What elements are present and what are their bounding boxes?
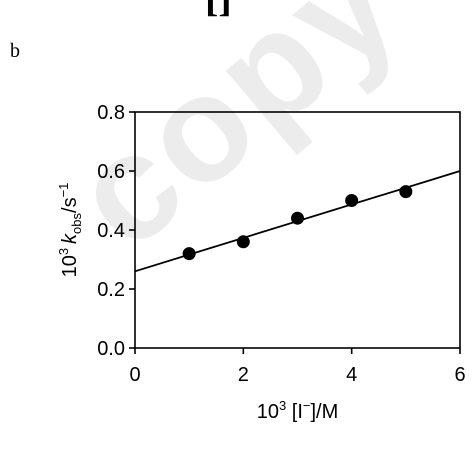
y-tick-label: 0.4 [97, 220, 125, 242]
y-tick-label: 0.6 [97, 161, 125, 183]
data-point [236, 235, 250, 249]
plot-frame [134, 111, 461, 349]
data-point [182, 247, 196, 261]
top-title-fragment: [] [205, 0, 232, 21]
data-point [345, 194, 359, 207]
panel-label: b [10, 40, 20, 62]
axis-ticks [129, 111, 461, 354]
y-tick-label: 0.8 [97, 102, 125, 124]
x-axis-title: 103 [I−]/M [257, 398, 339, 423]
data-point [399, 185, 413, 199]
x-tick-label: 4 [346, 364, 357, 386]
x-tick-label: 6 [454, 364, 465, 386]
x-tick-label: 0 [129, 364, 140, 386]
y-tick-label: 0.0 [97, 338, 125, 360]
x-tick-label: 2 [238, 364, 249, 386]
data-points [182, 185, 413, 261]
data-point [291, 211, 304, 225]
plot-border [134, 111, 461, 349]
y-tick-label: 0.2 [97, 279, 125, 301]
tick-labels: 0 2 4 6 0.0 0.2 0.4 0.6 0.8 [97, 102, 465, 386]
y-axis-title: 103kobs/s−1 [56, 183, 84, 278]
